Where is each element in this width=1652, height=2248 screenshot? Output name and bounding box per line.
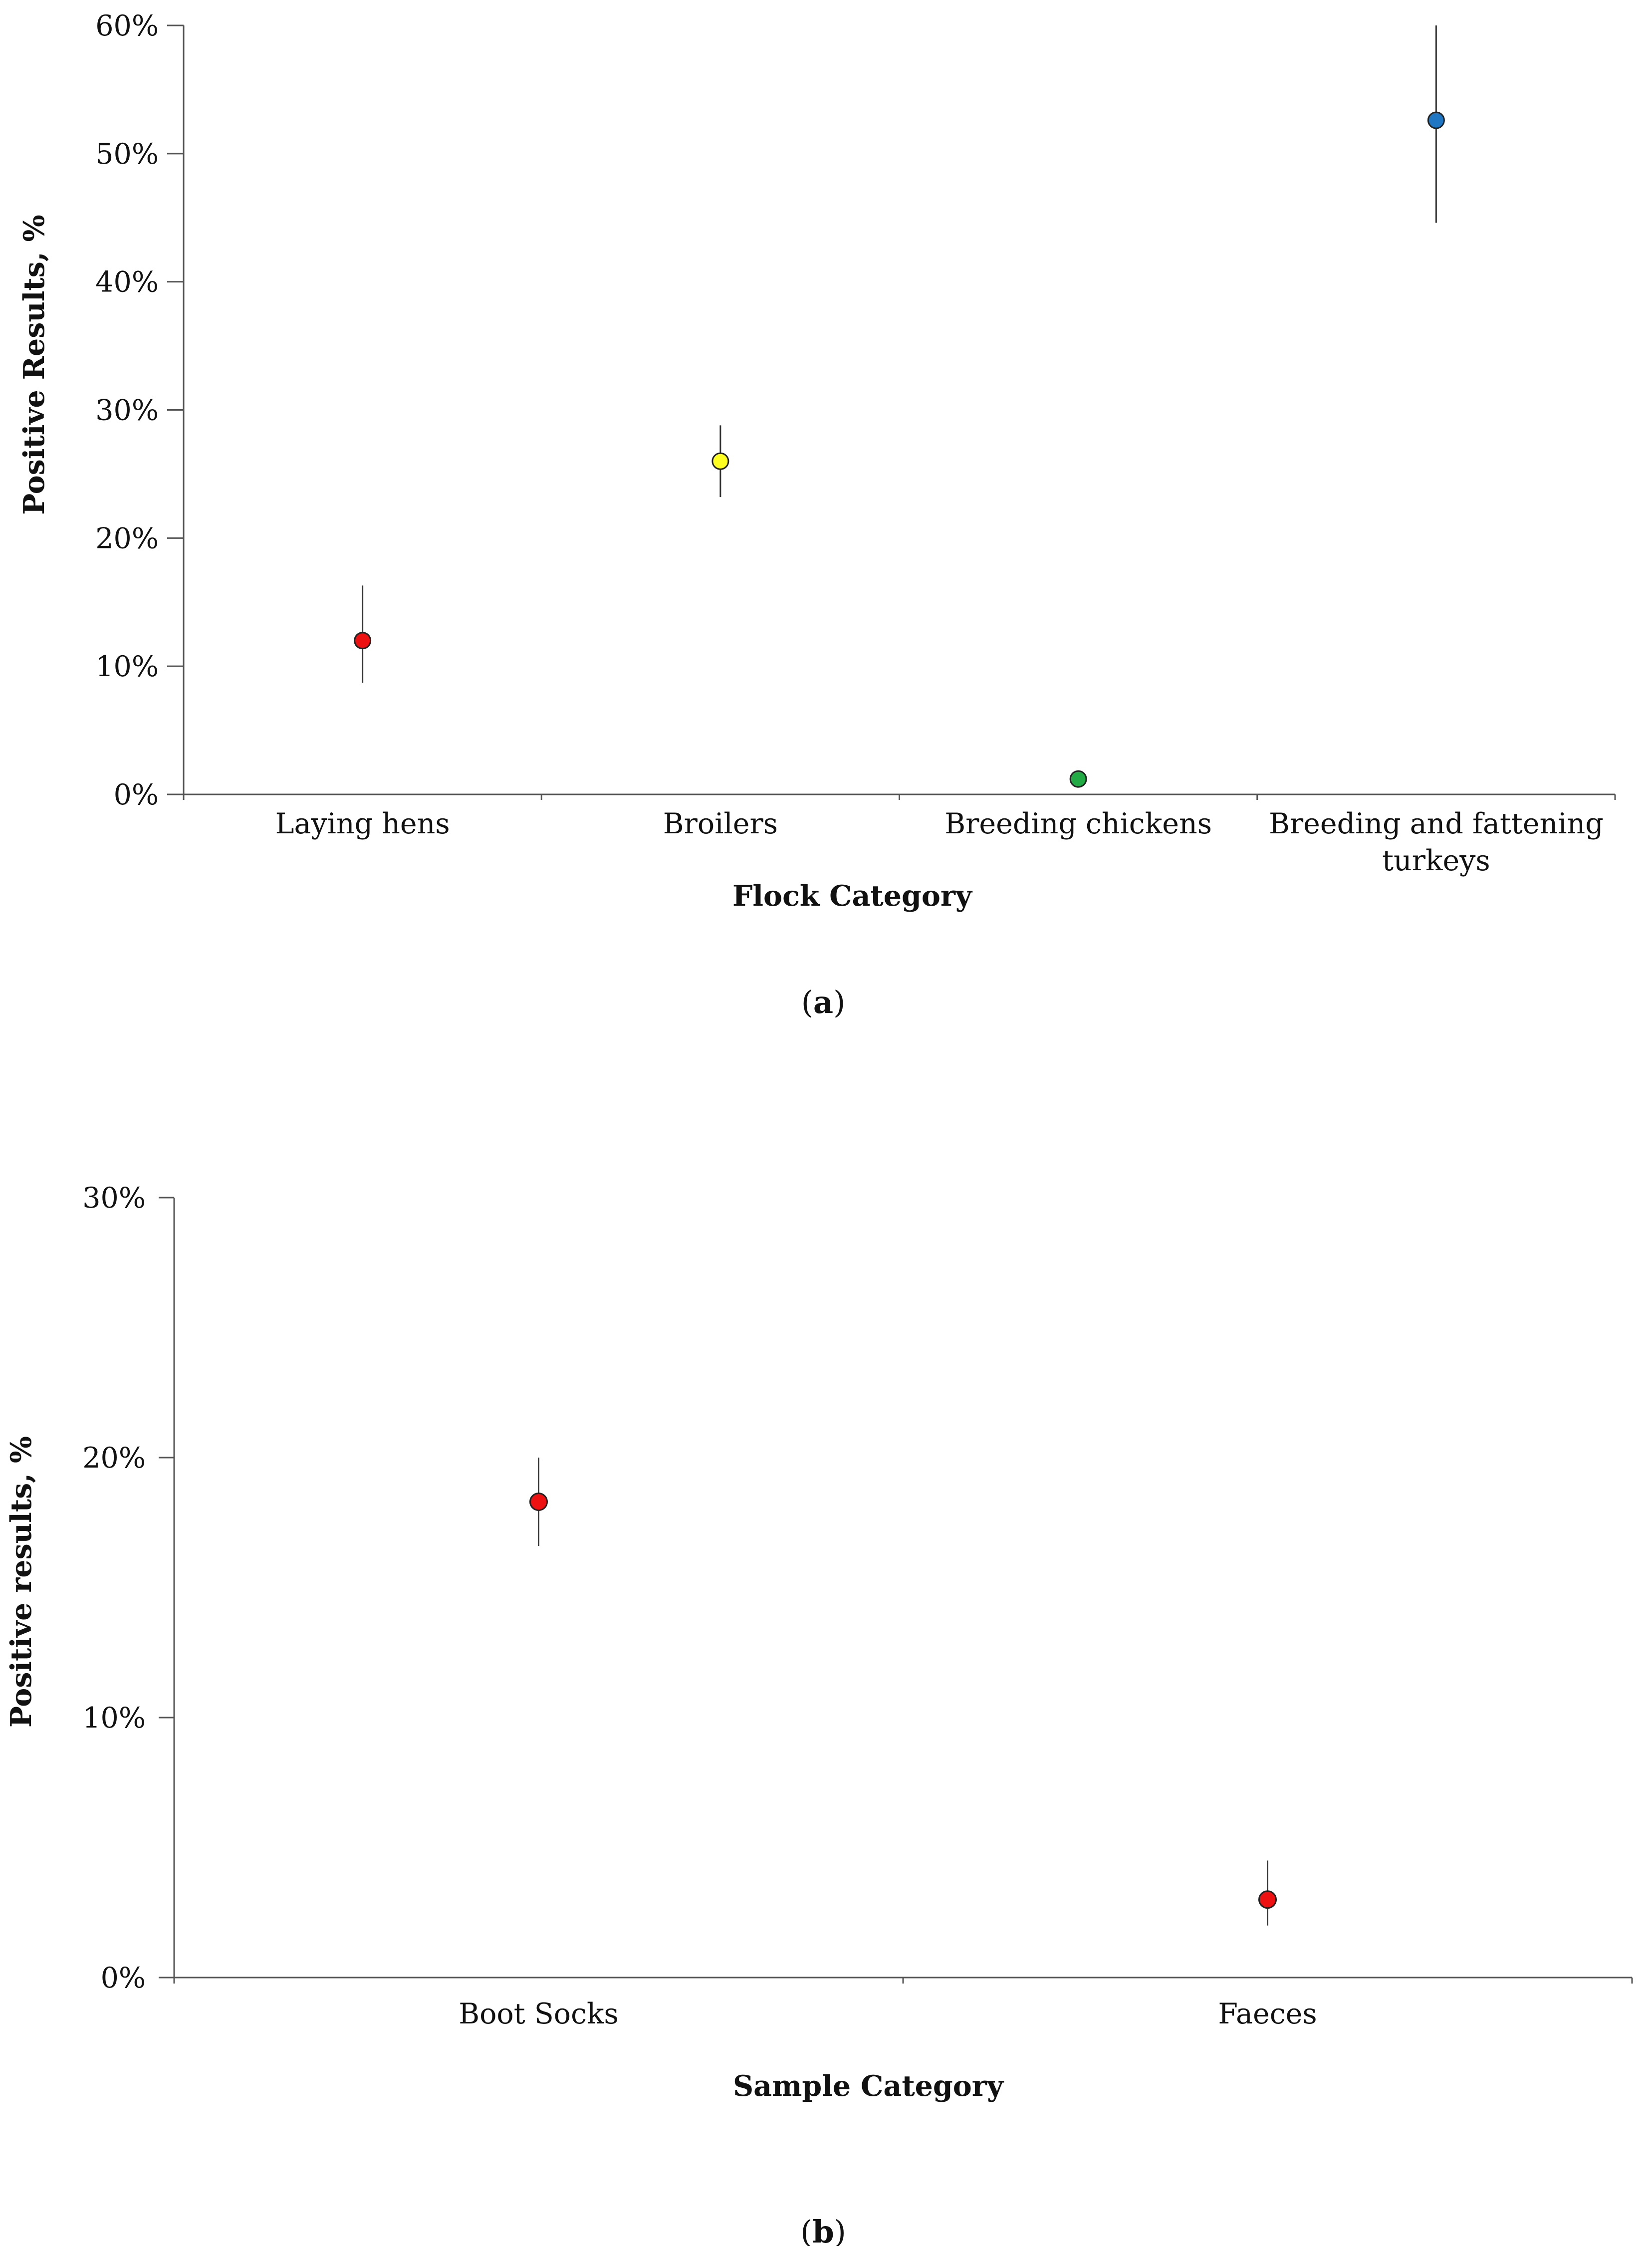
panel-label: (a) — [801, 984, 846, 1020]
y-tick-label: 60% — [95, 9, 159, 42]
x-category-label: Breeding chickens — [944, 807, 1212, 840]
x-category-label: Boot Socks — [459, 1998, 619, 2030]
data-point — [1069, 770, 1087, 788]
y-axis-title: Positive Results, % — [17, 215, 51, 514]
x-category-label: Laying hens — [275, 807, 450, 840]
x-category-label: Breeding and fattening — [1269, 807, 1604, 840]
x-axis-title: Sample Category — [733, 2069, 1004, 2103]
y-tick-label: 20% — [95, 522, 159, 555]
y-tick-label: 50% — [95, 138, 159, 171]
y-tick-label: 30% — [82, 1182, 146, 1215]
y-tick-label: 10% — [82, 1702, 146, 1735]
data-point — [1427, 111, 1445, 129]
y-tick-label: 0% — [114, 778, 159, 811]
y-tick-label: 30% — [95, 394, 159, 427]
data-point — [1258, 1890, 1277, 1909]
y-tick-label: 20% — [82, 1442, 146, 1475]
panel-paren: ) — [833, 984, 845, 1020]
panel-letter: a — [813, 984, 833, 1020]
panel-letter: b — [812, 2214, 834, 2246]
x-axis-title: Flock Category — [732, 879, 973, 913]
x-category-label: turkeys — [1382, 844, 1490, 877]
data-point — [354, 632, 372, 650]
y-axis-title: Positive results, % — [4, 1436, 38, 1728]
x-category-label: Faeces — [1218, 1998, 1317, 2030]
panel-paren: ( — [800, 2214, 812, 2246]
y-tick-label: 10% — [95, 650, 159, 683]
y-tick-label: 0% — [101, 1962, 146, 1995]
x-category-label: Broilers — [663, 807, 778, 840]
panel-label: (b) — [800, 2214, 846, 2246]
panel-paren: ) — [834, 2214, 846, 2246]
data-point — [529, 1493, 548, 1511]
panel-paren: ( — [801, 984, 813, 1020]
data-point — [711, 452, 729, 470]
y-tick-label: 40% — [95, 266, 159, 299]
